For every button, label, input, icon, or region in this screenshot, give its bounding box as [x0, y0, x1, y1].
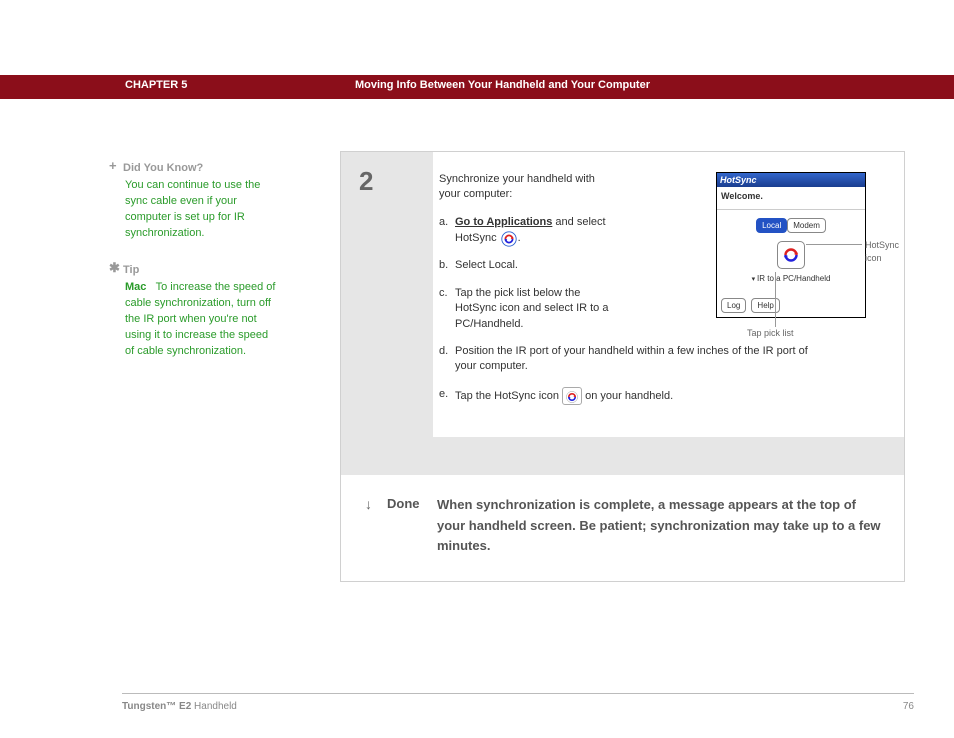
- tip-body: To increase the speed of cable synchroni…: [125, 281, 275, 357]
- step-item-b: Select Local.: [439, 258, 609, 273]
- down-arrow-icon: ↓: [365, 496, 379, 557]
- step-item-c: Tap the pick list below the HotSync icon…: [439, 286, 609, 332]
- callout-hotsync-icon: HotSync icon: [865, 239, 904, 264]
- ss-log-button: Log: [721, 298, 746, 313]
- header-bar: CHAPTER 5 Moving Info Between Your Handh…: [0, 75, 954, 99]
- mac-label: Mac: [125, 281, 146, 293]
- sidebar: +Did You Know? You can continue to use t…: [109, 158, 279, 377]
- step-item-e: Tap the HotSync icon on your handheld.: [439, 387, 819, 405]
- did-you-know-text: You can continue to use the sync cable e…: [125, 178, 279, 242]
- did-you-know-block: +Did You Know? You can continue to use t…: [109, 158, 279, 242]
- ss-tab-local: Local: [756, 218, 787, 233]
- ss-tab-modem: Modem: [787, 218, 826, 233]
- hotsync-icon: [562, 387, 582, 405]
- footer-divider: [122, 693, 914, 694]
- step-body: Synchronize your handheld with your comp…: [433, 152, 904, 437]
- footer-product: Tungsten™ E2 Handheld: [122, 701, 237, 712]
- ss-titlebar: HotSync: [717, 173, 865, 187]
- done-label: Done: [387, 496, 437, 557]
- tip-text: Mac To increase the speed of cable synch…: [125, 280, 279, 360]
- section-title: Moving Info Between Your Handheld and Yo…: [355, 79, 650, 91]
- done-text: When synchronization is complete, a mess…: [437, 495, 884, 557]
- step-item-a: Go to Applications and select HotSync .: [439, 215, 609, 247]
- footer-page-number: 76: [903, 701, 914, 712]
- hotsync-icon: [500, 230, 518, 246]
- callout-tap-picklist: Tap pick list: [747, 327, 794, 340]
- done-row: ↓ Done When synchronization is complete,…: [341, 475, 904, 581]
- tip-title: Tip: [123, 264, 139, 276]
- ss-welcome: Welcome.: [717, 187, 865, 210]
- callout-line: [806, 244, 862, 245]
- step-box: 2 Synchronize your handheld with your co…: [341, 152, 904, 475]
- content-box: 2 Synchronize your handheld with your co…: [340, 151, 905, 582]
- chapter-label: CHAPTER 5: [125, 79, 187, 91]
- ss-tabs: LocalModem: [717, 218, 865, 233]
- step-item-d: Position the IR port of your handheld wi…: [439, 344, 819, 375]
- ss-hotsync-icon: [777, 241, 805, 269]
- ss-buttons: Log Help: [721, 298, 782, 313]
- hotsync-screenshot: HotSync Welcome. LocalModem IR to a PC/H…: [716, 172, 866, 318]
- go-to-applications-link[interactable]: Go to Applications: [455, 216, 552, 228]
- step-intro: Synchronize your handheld with your comp…: [439, 172, 599, 203]
- callout-line: [775, 272, 776, 327]
- step-number: 2: [359, 166, 433, 197]
- asterisk-icon: ✱: [109, 260, 123, 276]
- ss-picklist: IR to a PC/Handheld: [717, 273, 865, 285]
- step-number-col: 2: [341, 152, 433, 437]
- did-you-know-title: Did You Know?: [123, 162, 203, 174]
- plus-icon: +: [109, 158, 123, 173]
- tip-block: ✱Tip Mac To increase the speed of cable …: [109, 260, 279, 360]
